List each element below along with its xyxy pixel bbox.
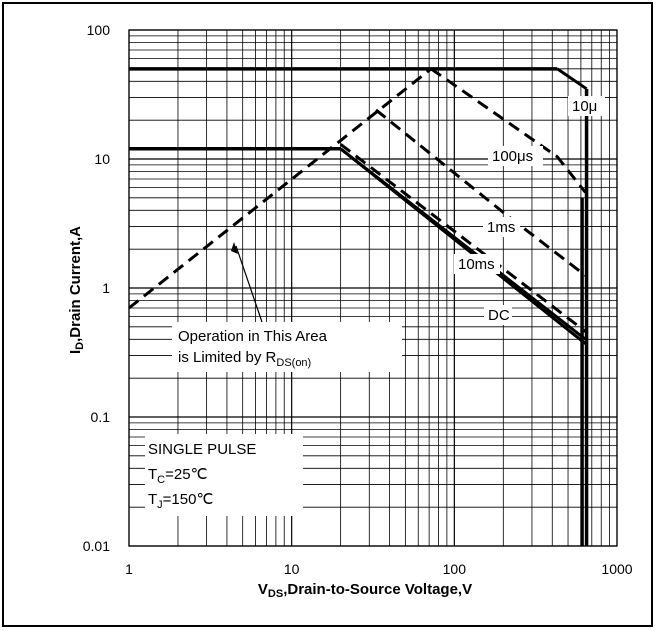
- pulsed-limit-corner: [556, 67, 588, 91]
- series-line-2: [339, 143, 587, 333]
- label-1ms-bg: [483, 217, 520, 237]
- label-100us: 100μs: [492, 148, 533, 165]
- series-lines: [128, 67, 589, 546]
- plot-border: [128, 29, 618, 547]
- pulse-note: SINGLE PULSE: [148, 441, 256, 458]
- x-tick-label: 100: [443, 561, 467, 577]
- label-dc: DC: [488, 307, 510, 324]
- rds-arrow-line: [235, 245, 263, 323]
- label-10us: 10μ: [572, 98, 597, 115]
- y-tick-label: 10: [94, 151, 110, 167]
- series-line-0: [430, 67, 587, 194]
- x-tick-label: 1000: [601, 561, 632, 577]
- series-line-4: [339, 147, 587, 345]
- series-line-1: [375, 108, 587, 277]
- y-tick-label: 0.1: [91, 409, 111, 425]
- y-tick-label: 1: [102, 280, 110, 296]
- tick-labels: 1 10 100 1000 100 10 1 0.1 0.01: [83, 22, 633, 577]
- x-axis-title: VDS,Drain-to-Source Voltage,V: [258, 581, 472, 600]
- tc-note: TC=25℃: [148, 466, 207, 486]
- label-10us-bg: [568, 96, 605, 116]
- series-labels: 10μ 100μs 1ms 10ms DC: [454, 96, 605, 325]
- label-10ms-bg: [454, 254, 500, 274]
- y-tick-label: 0.01: [83, 538, 110, 554]
- label-10ms: 10ms: [458, 256, 495, 273]
- tj-note: TJ=150℃: [148, 491, 213, 511]
- y-axis-title: ID,Drain Current,A: [67, 226, 86, 354]
- y-tick-label: 100: [87, 22, 111, 38]
- rds-note-bg: [172, 322, 402, 372]
- x-tick-label: 10: [284, 561, 300, 577]
- label-dc-bg: [484, 305, 512, 325]
- series-line-5: [128, 67, 433, 310]
- rds-note-line2: is Limited by RDS(on): [178, 349, 311, 369]
- pulse-note-bg: [145, 434, 303, 516]
- label-100us-bg: [488, 146, 543, 166]
- x-tick-label: 1: [125, 561, 133, 577]
- label-1ms: 1ms: [487, 219, 515, 236]
- rds-arrow-head: [231, 242, 238, 254]
- rds-note-line1: Operation in This Area: [178, 328, 328, 345]
